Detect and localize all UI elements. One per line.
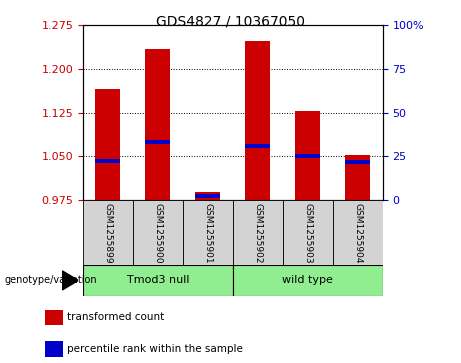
- Bar: [195, 192, 220, 200]
- Bar: [95, 159, 120, 163]
- Text: GDS4827 / 10367050: GDS4827 / 10367050: [156, 15, 305, 29]
- Bar: [83, 265, 233, 296]
- Bar: [295, 111, 320, 200]
- Text: wild type: wild type: [282, 276, 333, 285]
- Bar: [133, 200, 183, 265]
- Bar: [145, 49, 171, 200]
- Bar: [333, 200, 383, 265]
- Bar: [233, 265, 383, 296]
- Bar: [45, 341, 63, 356]
- Bar: [145, 139, 171, 144]
- Text: percentile rank within the sample: percentile rank within the sample: [67, 344, 243, 354]
- Polygon shape: [62, 271, 78, 290]
- Bar: [45, 310, 63, 325]
- Text: GSM1255901: GSM1255901: [203, 203, 213, 264]
- Bar: [345, 160, 370, 164]
- Bar: [245, 144, 270, 148]
- Text: GSM1255904: GSM1255904: [353, 203, 362, 264]
- Bar: [245, 41, 270, 200]
- Bar: [95, 89, 120, 200]
- Text: GSM1255899: GSM1255899: [103, 203, 112, 264]
- Bar: [283, 200, 333, 265]
- Bar: [195, 193, 220, 197]
- Text: transformed count: transformed count: [67, 312, 165, 322]
- Bar: [233, 200, 283, 265]
- Text: Tmod3 null: Tmod3 null: [127, 276, 189, 285]
- Text: GSM1255903: GSM1255903: [303, 203, 312, 264]
- Text: GSM1255902: GSM1255902: [253, 203, 262, 264]
- Bar: [295, 154, 320, 158]
- Text: GSM1255900: GSM1255900: [154, 203, 162, 264]
- Bar: [183, 200, 233, 265]
- Bar: [83, 200, 133, 265]
- Text: genotype/variation: genotype/variation: [5, 276, 97, 285]
- Bar: [345, 155, 370, 200]
